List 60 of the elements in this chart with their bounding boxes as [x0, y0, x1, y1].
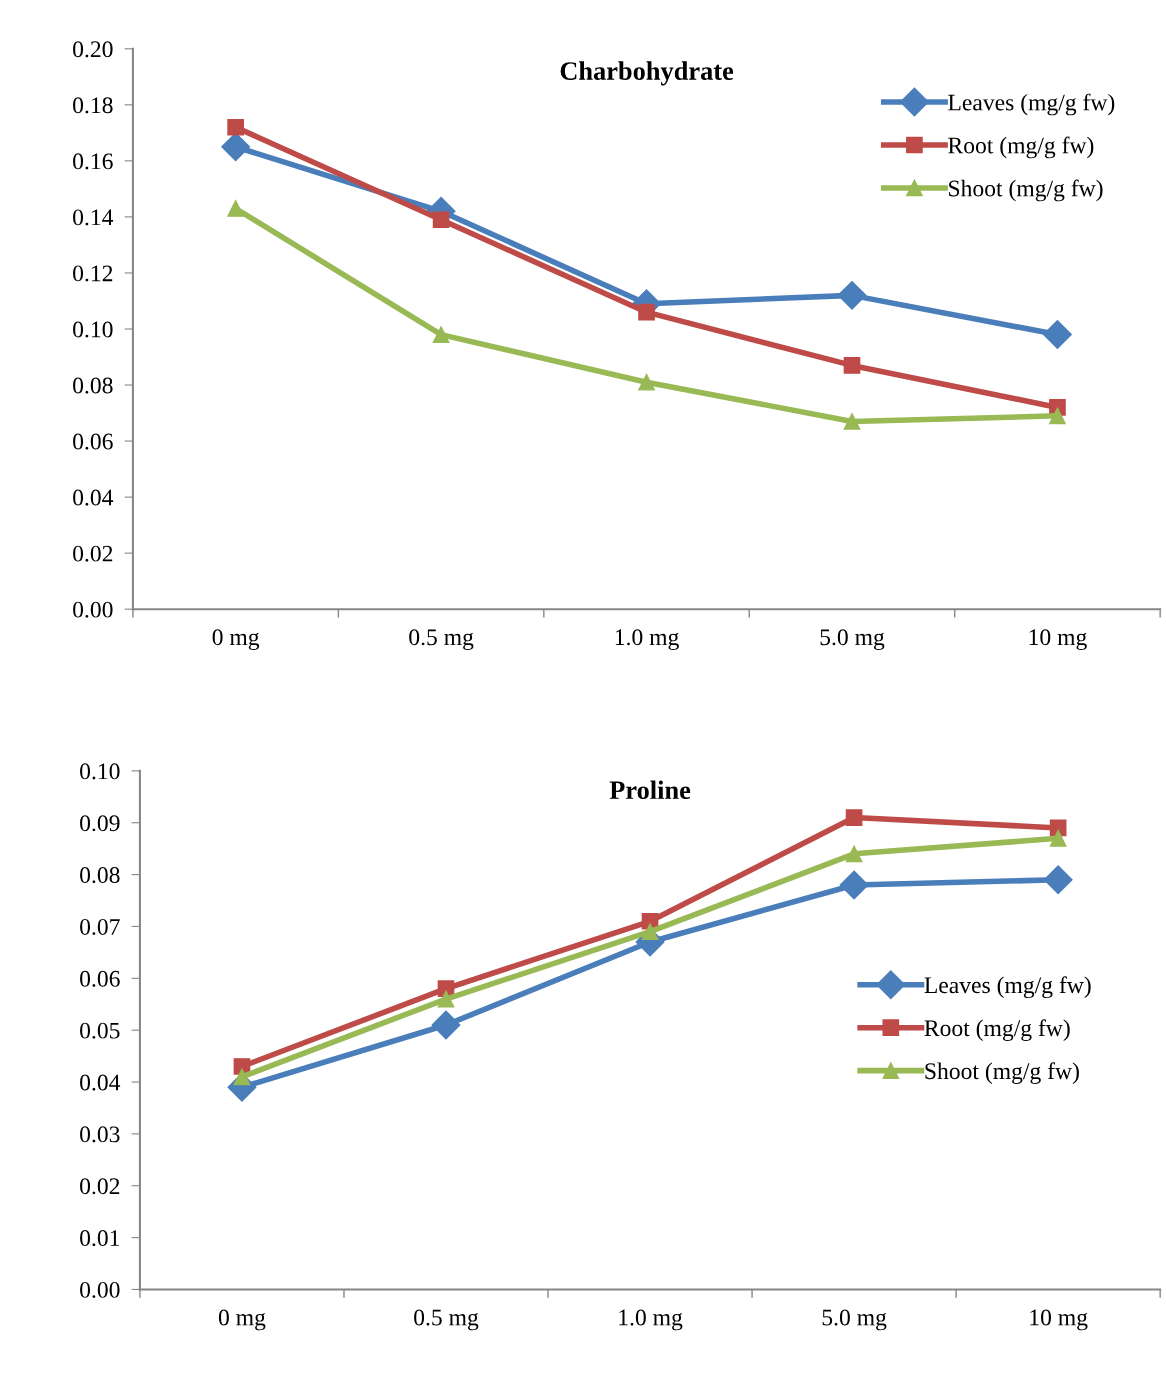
point: [432, 211, 450, 229]
y-tick-label: 0.03: [80, 1126, 120, 1143]
y-tick-label: 0.08: [73, 377, 113, 394]
x-tick-label: 0 mg: [218, 1309, 266, 1331]
y-tick-label: 0.20: [73, 41, 113, 58]
x-tick-label: 0 mg: [212, 629, 260, 651]
y-tick-label: 0.06: [73, 433, 113, 450]
point: [431, 1010, 461, 1040]
point: [1049, 829, 1067, 847]
y-tick-label: 0.01: [80, 1230, 120, 1247]
point: [839, 870, 869, 900]
point: [843, 413, 861, 430]
y-tick-label: 0.04: [73, 489, 114, 506]
point: [843, 357, 861, 374]
point: [1049, 407, 1066, 425]
legend-label: Shoot (mg/g fw): [949, 179, 1103, 202]
point: [432, 326, 450, 343]
legend-label: Root (mg/g fw): [924, 1019, 1070, 1042]
point: [638, 303, 655, 321]
legend-label: Root (mg/g fw): [948, 136, 1094, 159]
y-tick-label: 0.12: [73, 265, 113, 282]
y-tick-label: 0.16: [73, 153, 113, 170]
x-tick-label: 10 mg: [1029, 629, 1087, 651]
legend-label: Shoot (mg/g fw): [925, 1062, 1079, 1084]
point: [437, 990, 455, 1008]
point: [227, 200, 244, 217]
y-tick-label: 0.09: [80, 815, 120, 832]
y-tick-label: 0.10: [80, 763, 120, 780]
point: [638, 373, 655, 391]
point: [1043, 865, 1073, 895]
point: [641, 923, 659, 940]
y-tick-label: 0.08: [80, 867, 120, 884]
x-tick-label: 0.5 mg: [409, 629, 474, 651]
x-tick-label: 1.0 mg: [615, 629, 679, 651]
x-tick-label: 5.0 mg: [820, 629, 885, 651]
y-tick-label: 0.00: [80, 1281, 120, 1298]
x-tick-label: 10 mg: [1030, 1309, 1088, 1331]
point: [845, 809, 863, 826]
chart-title: Proline: [609, 780, 691, 800]
legend-label: Leaves (mg/g fw): [924, 976, 1091, 999]
point: [233, 1068, 251, 1086]
y-tick-label: 0.06: [80, 970, 120, 987]
y-tick-label: 0.07: [80, 918, 120, 935]
y-tick-label: 0.14: [73, 209, 114, 226]
x-tick-label: 5.0 mg: [822, 1309, 887, 1331]
y-tick-label: 0.10: [73, 321, 113, 338]
point: [1043, 320, 1072, 350]
point: [227, 118, 244, 136]
y-tick-label: 0.02: [73, 545, 113, 562]
point: [845, 845, 863, 863]
legend-label: Leaves (mg/g fw): [948, 93, 1115, 116]
y-tick-label: 0.00: [73, 601, 113, 618]
y-tick-label: 0.18: [73, 97, 113, 114]
y-tick-label: 0.05: [80, 1022, 120, 1039]
y-tick-label: 0.04: [80, 1074, 121, 1091]
x-tick-label: 0.5 mg: [414, 1309, 479, 1331]
point: [837, 280, 867, 310]
chart-title: Charbohydrate: [560, 61, 734, 86]
x-tick-label: 1.0 mg: [619, 1309, 683, 1331]
y-tick-label: 0.02: [80, 1178, 120, 1195]
